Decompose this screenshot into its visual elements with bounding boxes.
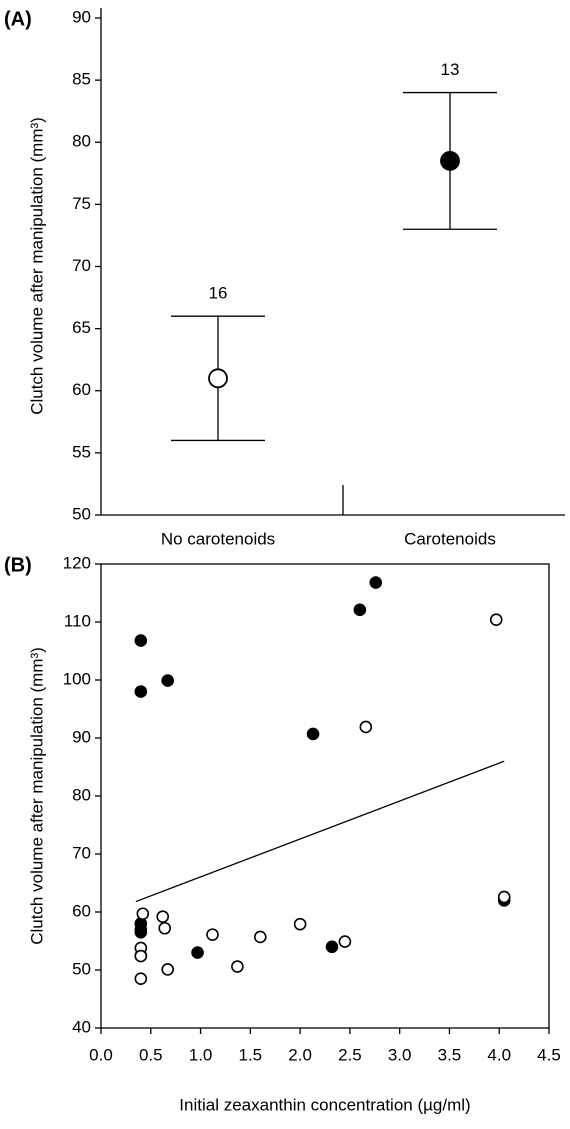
y-tick-label: 60 <box>72 901 91 920</box>
y-tick-label: 65 <box>72 318 91 337</box>
n-label: 13 <box>441 60 460 79</box>
point <box>293 917 307 931</box>
y-tick-label: 40 <box>72 1017 91 1036</box>
y-tick-label: 55 <box>72 442 91 461</box>
point <box>497 890 511 904</box>
y-tick-label: 60 <box>72 380 91 399</box>
point <box>134 634 148 647</box>
y-tick-label: 50 <box>72 959 91 978</box>
n-label: 16 <box>209 284 228 303</box>
point <box>359 720 373 734</box>
panel-label: (B) <box>4 554 32 576</box>
point <box>231 960 244 973</box>
mean-marker <box>208 368 228 389</box>
point <box>191 946 204 959</box>
y-tick-label: 70 <box>72 843 91 862</box>
x-tick-label: 2.5 <box>338 1045 362 1064</box>
point <box>489 613 503 626</box>
trend-line <box>135 760 505 903</box>
y-axis-label: Clutch volume after manipulation (mm³) <box>27 647 46 945</box>
x-tick-label: 1.0 <box>189 1045 213 1064</box>
point <box>134 949 148 963</box>
y-tick-label: 110 <box>64 611 91 630</box>
x-tick-label: 3.0 <box>388 1045 412 1064</box>
y-tick-label: 75 <box>72 194 91 213</box>
x-axis-label: Initial zeaxanthin concentration (µg/ml) <box>179 1095 470 1114</box>
y-tick-label: 80 <box>72 132 91 151</box>
x-tick-label: 0.0 <box>89 1045 113 1064</box>
y-tick-label: 70 <box>72 256 91 275</box>
point <box>206 928 219 941</box>
point <box>338 935 352 948</box>
y-axis-label: Clutch volume after manipulation (mm³) <box>27 117 46 415</box>
x-tick-label: 4.5 <box>537 1045 561 1064</box>
point <box>325 940 339 954</box>
y-tick-label: 80 <box>72 785 91 804</box>
y-tick-label: 85 <box>72 70 91 89</box>
x-tick-label: 4.0 <box>487 1045 511 1064</box>
y-tick-label: 90 <box>72 7 91 26</box>
y-tick-label: 100 <box>63 669 91 688</box>
x-tick-label: No carotenoids <box>161 529 275 548</box>
point <box>161 963 175 976</box>
x-tick-label: 1.5 <box>239 1045 263 1064</box>
point <box>353 603 367 617</box>
point <box>161 674 175 687</box>
point <box>369 576 383 589</box>
point <box>134 972 148 986</box>
point <box>134 685 148 698</box>
point <box>306 727 320 741</box>
point <box>136 907 150 921</box>
y-tick-label: 50 <box>72 504 91 523</box>
x-tick-label: 2.0 <box>288 1045 312 1064</box>
x-tick-label: Carotenoids <box>404 529 496 548</box>
point <box>156 910 170 923</box>
point <box>253 930 267 944</box>
panel-label: (A) <box>4 8 32 30</box>
point <box>158 921 172 935</box>
mean-marker <box>440 150 460 171</box>
y-tick-label: 90 <box>72 727 91 746</box>
x-tick-label: 3.5 <box>438 1045 462 1064</box>
x-tick-label: 0.5 <box>139 1045 163 1064</box>
plot-frame <box>100 563 550 1029</box>
y-tick-label: 120 <box>63 553 91 572</box>
point <box>134 925 148 939</box>
